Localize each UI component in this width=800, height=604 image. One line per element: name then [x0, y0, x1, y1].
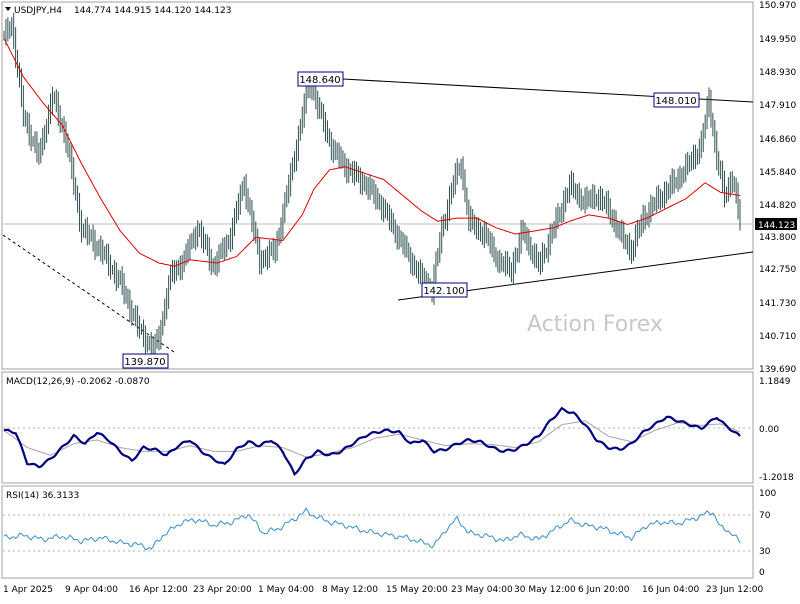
- price-tick: 146.860: [759, 135, 796, 145]
- time-tick: 23 Apr 20:00: [193, 585, 252, 595]
- price-panel-frame: [1, 1, 754, 370]
- annotation-142100: 142.100: [421, 282, 468, 298]
- rsi-label: RSI(14) 36.3133: [6, 491, 79, 501]
- price-tick: 139.690: [759, 365, 796, 375]
- price-tick: 140.710: [759, 332, 796, 342]
- rsi-line: [3, 507, 741, 551]
- ohlc-label: 144.774 144.915 144.120 144.123: [74, 6, 231, 16]
- time-tick: 1 Apr 2025: [3, 585, 53, 595]
- macd-label: MACD(12,26,9) -0.2062 -0.0870: [6, 377, 150, 387]
- annotation-148640: 148.640: [297, 71, 344, 87]
- price-badge: 144.123: [755, 218, 797, 231]
- rsi-axis: 100 70 30 0: [759, 489, 776, 578]
- macd-signal-line: [3, 420, 741, 458]
- chart-header: USDJPY,H4 144.774 144.915 144.120 144.12…: [5, 6, 231, 16]
- macd-tick: -1.2018: [759, 473, 794, 483]
- price-tick: 143.800: [759, 233, 796, 243]
- macd-line: [3, 406, 741, 476]
- dashed-trendline: [2, 234, 175, 353]
- chevron-down-icon[interactable]: [5, 7, 11, 11]
- price-tick: 148.930: [759, 68, 796, 78]
- svg-text:144.123: 144.123: [758, 221, 795, 231]
- price-tick: 144.820: [759, 201, 796, 211]
- symbol-label: USDJPY,H4: [14, 6, 62, 16]
- price-tick: 142.750: [759, 265, 796, 275]
- time-tick: 6 Jun 20:00: [578, 585, 630, 595]
- macd-tick: 1.1849: [759, 377, 791, 387]
- time-tick: 30 May 12:00: [514, 585, 576, 595]
- time-tick: 16 Jun 04:00: [642, 585, 699, 595]
- svg-text:148.640: 148.640: [299, 75, 340, 86]
- svg-text:142.100: 142.100: [423, 286, 464, 297]
- macd-axis: 1.1849 0.00 -1.2018: [759, 377, 794, 483]
- macd-tick: 0.00: [759, 425, 779, 435]
- moving-average-line: [3, 38, 741, 267]
- time-tick: 9 Apr 04:00: [65, 585, 118, 595]
- price-tick: 147.910: [759, 101, 796, 111]
- time-axis: 1 Apr 2025 9 Apr 04:00 16 Apr 12:00 23 A…: [3, 585, 763, 595]
- annotation-139870: 139.870: [122, 353, 169, 369]
- rsi-tick: 0: [759, 568, 765, 578]
- macd-panel-frame: [1, 371, 754, 484]
- price-axis: 150.970 149.950 148.930 147.910 146.860 …: [759, 1, 796, 375]
- svg-text:148.010: 148.010: [655, 96, 696, 107]
- watermark: Action Forex: [527, 312, 663, 337]
- svg-text:139.870: 139.870: [124, 357, 165, 368]
- time-tick: 23 Jun 12:00: [706, 585, 763, 595]
- time-tick: 16 Apr 12:00: [129, 585, 188, 595]
- rsi-tick: 30: [759, 547, 771, 557]
- time-tick: 1 May 04:00: [258, 585, 314, 595]
- time-tick: 8 May 12:00: [322, 585, 378, 595]
- price-tick: 141.730: [759, 299, 796, 309]
- rsi-tick: 100: [759, 489, 776, 499]
- rsi-panel-frame: [1, 485, 754, 579]
- price-tick: 150.970: [759, 1, 796, 11]
- price-tick: 149.950: [759, 35, 796, 45]
- rsi-tick: 70: [759, 511, 771, 521]
- time-tick: 23 May 04:00: [451, 585, 513, 595]
- price-bars: [3, 12, 741, 361]
- time-tick: 15 May 20:00: [386, 585, 448, 595]
- price-tick: 145.840: [759, 168, 796, 178]
- annotation-148010: 148.010: [653, 92, 700, 108]
